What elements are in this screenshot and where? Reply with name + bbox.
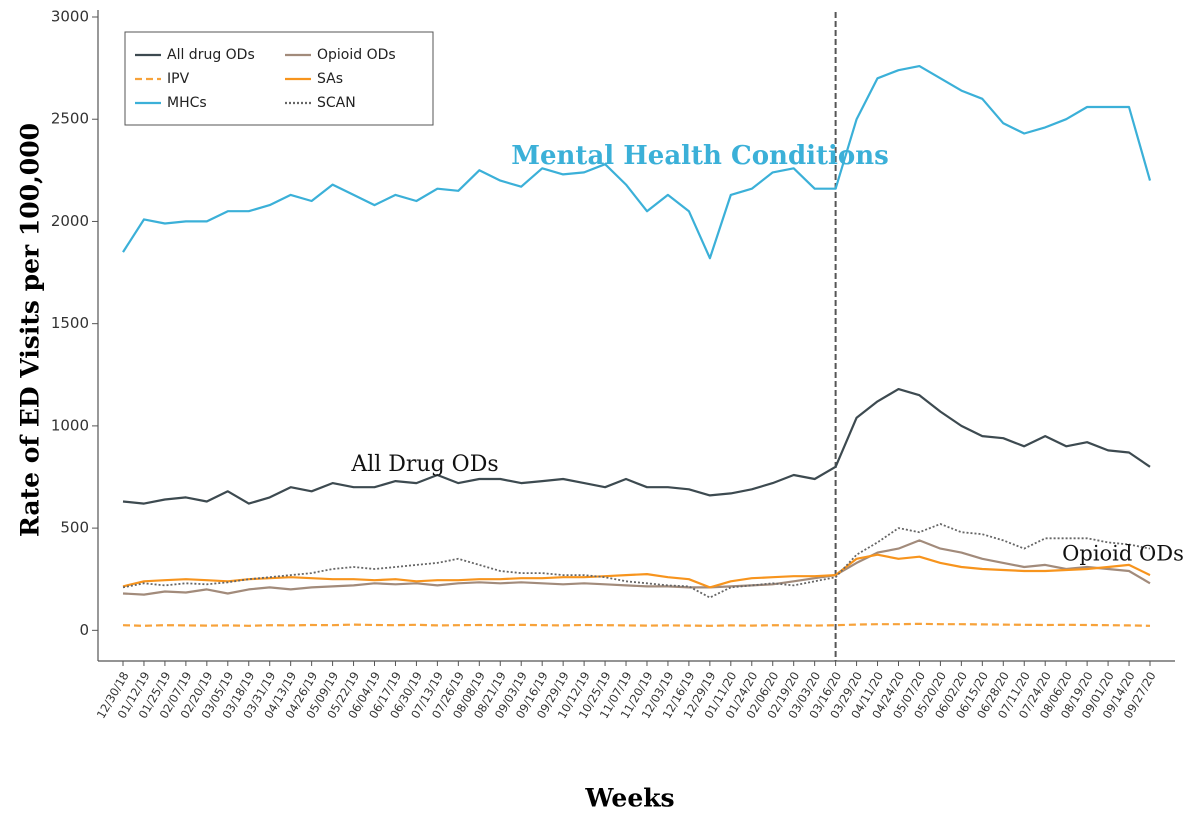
y-tick-label: 3000 [51, 8, 89, 26]
series-line [122, 622, 1151, 627]
series-line [122, 553, 1151, 589]
legend-label: Opioid ODs [317, 47, 396, 63]
y-tick-label: 0 [79, 621, 89, 639]
y-tick-label: 2000 [51, 212, 89, 230]
y-axis-title: Rate of ED Visits per 100,000 [16, 123, 45, 537]
y-tick-label: 2500 [51, 110, 89, 128]
y-tick-label: 500 [60, 519, 89, 537]
x-axis-title: Weeks [584, 784, 674, 813]
legend-label: MHCs [167, 95, 207, 111]
y-tick-label: 1500 [51, 314, 89, 332]
legend-label: SAs [317, 71, 343, 87]
annotation: All Drug ODs [350, 452, 498, 477]
legend-label: All drug ODs [167, 47, 255, 63]
series-line [122, 523, 1151, 599]
annotation: Opioid ODs [1062, 542, 1184, 566]
series-line [122, 65, 1152, 260]
legend-box [124, 31, 434, 126]
legend-label: SCAN [317, 95, 356, 111]
series-line [122, 388, 1151, 505]
y-tick-label: 1000 [51, 416, 89, 434]
series-line [122, 539, 1151, 596]
annotation: Mental Health Conditions [511, 141, 889, 171]
legend-label: IPV [167, 71, 190, 87]
